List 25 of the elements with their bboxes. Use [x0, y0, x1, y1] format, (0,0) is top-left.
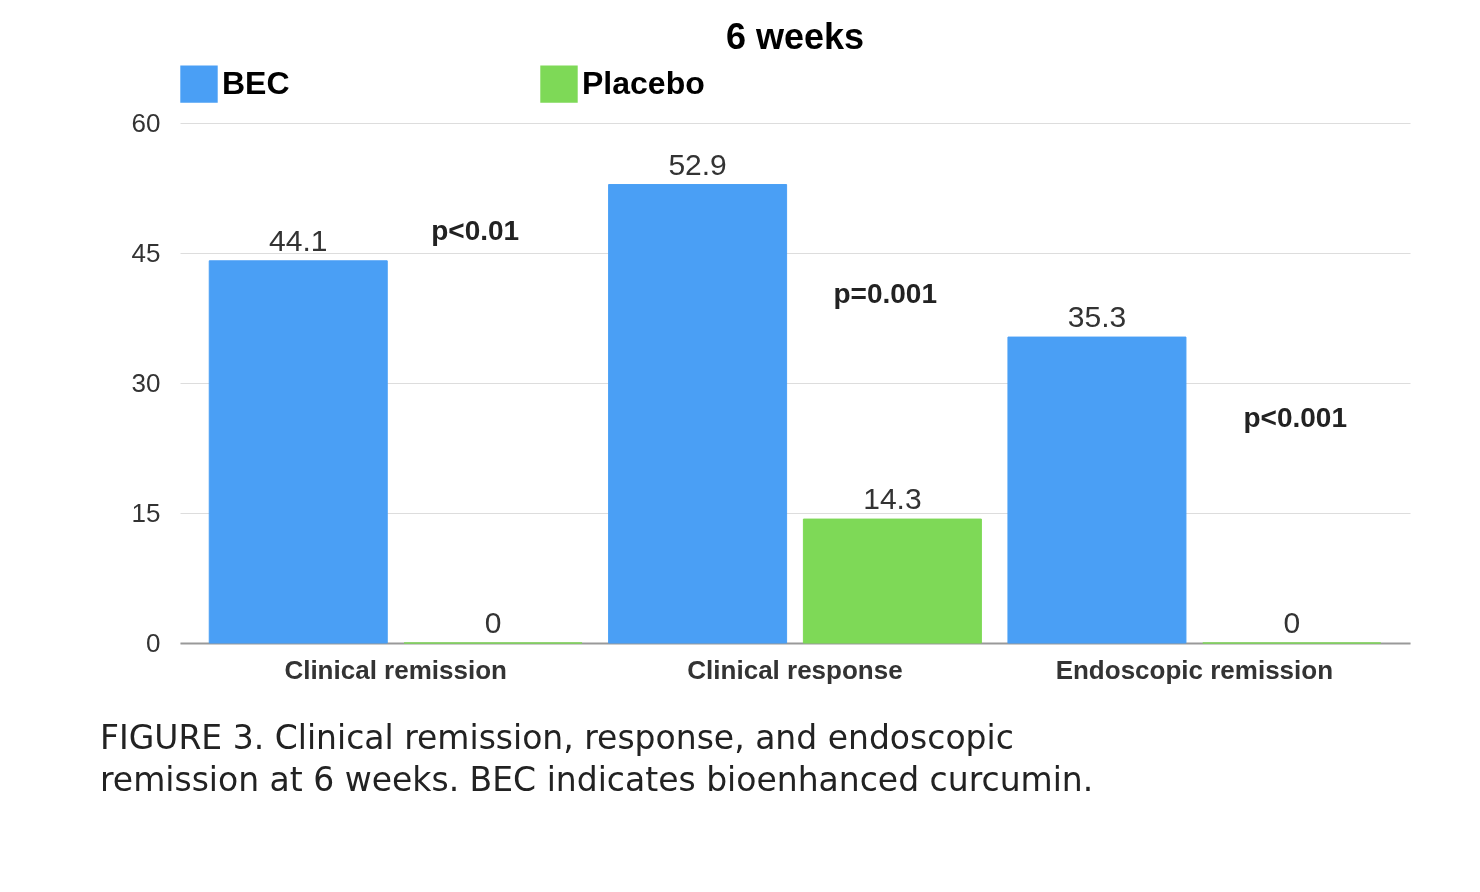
data-label: 14.3	[863, 482, 922, 516]
chart-title: 6 weeks	[725, 16, 865, 57]
x-tick-label: Clinical response	[687, 654, 903, 685]
bar	[608, 184, 788, 644]
annotation: p=0.001	[833, 277, 937, 309]
annotation: p<0.001	[1243, 402, 1347, 434]
data-label: 0	[1283, 606, 1301, 639]
legend-label: BEC	[222, 65, 290, 102]
y-tick-label: 45	[131, 237, 161, 268]
data-label: 0	[484, 606, 502, 639]
legend-label: Placebo	[582, 65, 705, 102]
data-label: 44.1	[269, 223, 328, 257]
annotation: p<0.01	[431, 215, 520, 247]
x-tick-label: Clinical remission	[284, 654, 507, 685]
y-tick-label: 60	[131, 107, 161, 138]
y-tick-label: 30	[131, 367, 161, 398]
data-label: 52.9	[668, 147, 727, 181]
bar	[208, 260, 388, 644]
y-tick-label: 0	[146, 627, 161, 658]
y-tick-label: 15	[131, 497, 161, 528]
caption: FIGURE 3. Clinical remission, response, and endoscopic remission at 6 weeks. BEC indicates bioenhanced curcumin.	[100, 718, 1094, 799]
x-tick-label: Endoscopic remission	[1055, 654, 1334, 685]
data-label: 35.3	[1067, 300, 1127, 334]
bar	[802, 518, 982, 644]
bar	[1007, 336, 1187, 644]
